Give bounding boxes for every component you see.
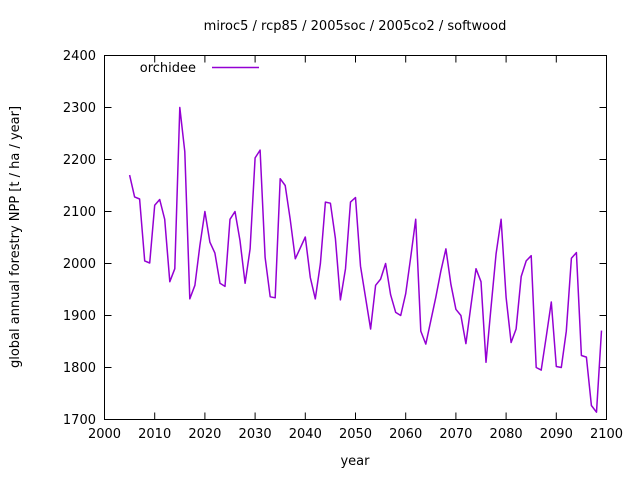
x-tick-label: 2070	[439, 427, 472, 442]
y-tick-label: 2400	[63, 49, 96, 64]
x-tick-label: 2010	[138, 427, 171, 442]
x-tick-label: 2030	[239, 427, 272, 442]
x-tick-label: 2040	[289, 427, 322, 442]
legend: orchidee	[140, 61, 259, 76]
axes: 2000 2010 2020 2030 2040 2050 2060 2070 2080 2090…	[63, 49, 623, 442]
legend-label: orchidee	[140, 61, 196, 76]
x-tick-label: 2100	[590, 427, 623, 442]
x-tick-label: 2080	[490, 427, 523, 442]
x-axis-label: year	[340, 454, 370, 469]
x-tick-label: 2020	[188, 427, 221, 442]
y-tick-label: 2200	[63, 153, 96, 168]
chart-title: miroc5 / rcp85 / 2005soc / 2005co2 / sof…	[204, 19, 507, 34]
y-tick-label: 1700	[63, 413, 96, 428]
y-tick-label: 2000	[63, 257, 96, 272]
x-tick-label: 2090	[540, 427, 573, 442]
x-tick-label: 2000	[88, 427, 121, 442]
y-tick-label: 1900	[63, 309, 96, 324]
y-tick-label: 1800	[63, 361, 96, 376]
x-tick-label: 2060	[389, 427, 422, 442]
x-tick-label: 2050	[339, 427, 372, 442]
y-tick-label: 2300	[63, 101, 96, 116]
y-axis-label: global annual forestry NPP [t / ha / yea…	[8, 106, 23, 368]
series-line-orchidee	[128, 106, 603, 413]
data-series	[128, 106, 603, 413]
y-tick-label: 2100	[63, 205, 96, 220]
